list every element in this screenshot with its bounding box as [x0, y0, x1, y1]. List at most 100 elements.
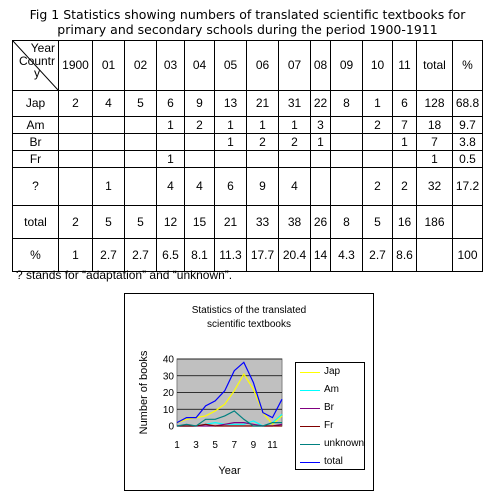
table-row: Jap 2 4 5 6 9 13 21 31 22 8 1 6 128 68.8	[12, 90, 483, 117]
table-row: total 2 5 5 12 15 21 33 38 26 8 5 16 186	[12, 205, 483, 239]
table-header-cell: %	[452, 40, 483, 91]
table-cell: 20.4	[278, 238, 311, 272]
table-cell	[124, 167, 157, 206]
table-cell: 1	[156, 116, 185, 134]
line-chart: Statistics of the translated scientific t…	[124, 293, 374, 491]
table-cell: 1	[310, 133, 331, 151]
table-cell: 6	[156, 90, 185, 117]
chart-title-line-2: scientific textbooks	[207, 319, 291, 330]
x-tick-label: 7	[231, 440, 237, 451]
table-cell: 7	[392, 116, 417, 134]
legend-swatch	[300, 372, 320, 373]
row-label-cell: Br	[12, 133, 59, 151]
table-cell: 2	[392, 167, 417, 206]
table-cell: 2	[184, 116, 215, 134]
table-cell	[330, 133, 363, 151]
legend-label: unknown	[324, 438, 365, 449]
series-line-total	[176, 361, 283, 424]
table-row: ? 1 4 4 6 9 4 2 2 32 17.2	[12, 167, 483, 206]
x-tick-label: 11	[267, 440, 278, 451]
table-cell: 2	[362, 116, 393, 134]
table-cell: 13	[214, 90, 247, 117]
table-cell: 15	[184, 205, 215, 239]
legend-swatch	[300, 462, 320, 463]
table-row: Fr 1 1 0.5	[12, 150, 483, 168]
table-cell: 4.3	[330, 238, 363, 272]
table-cell	[392, 150, 417, 168]
table-cell: 2	[278, 133, 311, 151]
table-cell: 33	[246, 205, 279, 239]
chart-legend: Jap Am Br Fr unknown total	[295, 362, 365, 470]
table-header-cell: 10	[362, 40, 393, 91]
table-header-cell: 09	[330, 40, 363, 91]
y-tick-label: 10	[163, 405, 175, 416]
row-label-cell: ?	[12, 167, 59, 206]
legend-item-unknown: unknown	[300, 438, 364, 450]
legend-label: Br	[324, 402, 334, 413]
table-cell	[92, 150, 125, 168]
table-cell: 128	[416, 90, 453, 117]
figure-caption-line-1: Fig 1 Statistics showing numbers of tran…	[29, 7, 466, 22]
table-cell	[362, 133, 393, 151]
table-cell: 1	[362, 90, 393, 117]
table-cell: 3	[310, 116, 331, 134]
table-header-row: Year Country 1900 01 02 03 04 05 06 07 08 09 10 11 tot…	[12, 40, 483, 91]
table-cell	[416, 238, 453, 272]
table-cell: 2.7	[92, 238, 125, 272]
legend-item-Fr: Fr	[300, 420, 364, 432]
table-header-cell: 05	[214, 40, 247, 91]
legend-item-Jap: Jap	[300, 366, 364, 378]
table-cell: 2	[58, 205, 93, 239]
row-label-cell: Fr	[12, 150, 59, 168]
figure-caption: Fig 1 Statistics showing numbers of tran…	[0, 7, 495, 37]
table-cell	[310, 150, 331, 168]
y-axis-label: Number of books	[138, 350, 150, 434]
table-cell	[92, 116, 125, 134]
table-cell: 9.7	[452, 116, 483, 134]
table-cell	[330, 167, 363, 206]
table-cell: 2.7	[362, 238, 393, 272]
legend-label: total	[324, 456, 343, 467]
table-cell: 22	[310, 90, 331, 117]
table-cell	[58, 167, 93, 206]
table-header-cell: 03	[156, 40, 185, 91]
table-cell: 1	[392, 133, 417, 151]
table-cell: 3.8	[452, 133, 483, 151]
y-tick-label: 0	[168, 422, 174, 433]
corner-diagonal	[13, 41, 58, 90]
chart-title: Statistics of the translated scientific t…	[125, 304, 373, 332]
table-cell	[452, 205, 483, 239]
table-cell: 21	[214, 205, 247, 239]
table-corner-cell: Year Country	[12, 40, 59, 91]
table-cell	[124, 133, 157, 151]
table-header-cell: 1900	[58, 40, 93, 91]
table-cell	[58, 150, 93, 168]
x-axis-label: Year	[218, 465, 241, 477]
table-cell	[330, 116, 363, 134]
legend-swatch	[300, 390, 320, 391]
table-row: % 1 2.7 2.7 6.5 8.1 11.3 17.7 20.4 14 4.3 2.7 8.6 100	[12, 238, 483, 272]
table-cell: 6	[214, 167, 247, 206]
chart-plot: 0 10 20 30 40 1 3 5 7 9 11 Year Number of books	[138, 350, 283, 477]
statistics-table: Year Country 1900 01 02 03 04 05 06 07 08 09 10 11 tot…	[12, 40, 483, 272]
table-row: Br 1 2 2 1 1 7 3.8	[12, 133, 483, 151]
table-cell	[58, 133, 93, 151]
table-cell: 1	[214, 116, 247, 134]
table-cell: 1	[278, 116, 311, 134]
table-cell: 21	[246, 90, 279, 117]
table-cell: 26	[310, 205, 331, 239]
corner-country-label: Country	[18, 54, 56, 80]
table-cell: 186	[416, 205, 453, 239]
table-cell: 7	[416, 133, 453, 151]
table-cell: 11.3	[214, 238, 247, 272]
table-cell: 1	[214, 133, 247, 151]
x-tick-label: 3	[193, 440, 199, 451]
chart-title-line-1: Statistics of the translated	[191, 305, 307, 316]
table-cell: 8	[330, 205, 363, 239]
table-cell: 2	[362, 167, 393, 206]
table-cell: 1	[156, 150, 185, 168]
footnote: ? stands for “adaptation” and “unknown”.	[16, 268, 233, 282]
table-cell: 5	[92, 205, 125, 239]
table-header-cell: 11	[392, 40, 417, 91]
table-cell: 2.7	[124, 238, 157, 272]
